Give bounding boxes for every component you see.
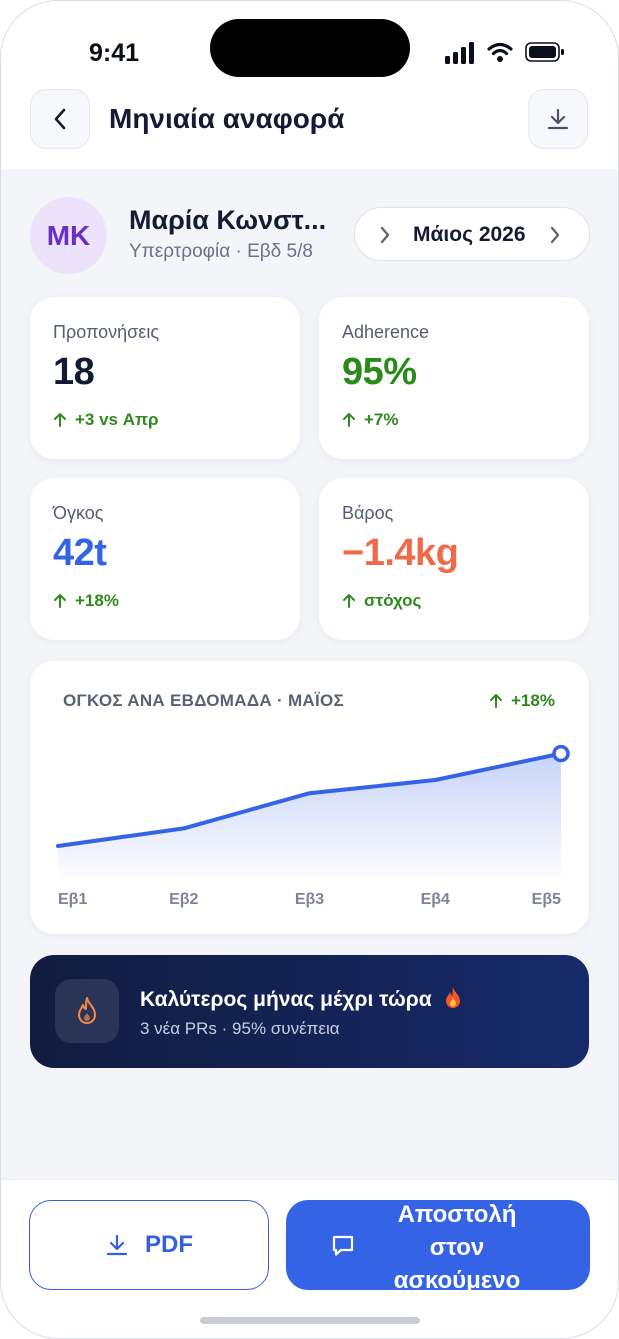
banner-icon-box: [55, 979, 119, 1043]
stat-label: Βάρος: [342, 503, 394, 523]
chart-x-tick-label: Εβ3: [295, 891, 324, 908]
chart-title: ΟΓΚΟΣ ΑΝΑ ΕΒΔΟΜΑΔΑ · ΜΑΪΟΣ: [63, 691, 345, 710]
chart-point: [552, 744, 570, 763]
chevron-right-icon[interactable]: [379, 225, 391, 245]
signal-icon: [445, 42, 474, 64]
arrow-up-icon: [343, 413, 355, 427]
banner-title-text: Καλύτερος μήνας μέχρι τώρα: [140, 988, 432, 1011]
stat-value: 42t: [53, 532, 107, 574]
stat-delta: +7%: [342, 410, 399, 430]
avatar: MK: [30, 197, 107, 274]
app-header: Μηνιαία αναφορά: [1, 87, 618, 171]
chart-area-fill: [58, 753, 561, 876]
month-selector[interactable]: Μάιος 2026: [354, 207, 590, 261]
stat-card-volume: Όγκος 42t +18%: [30, 478, 300, 640]
stat-value: −1.4kg: [342, 532, 459, 574]
client-program: Υπερτροφία · Εβδ 5/8: [129, 241, 313, 262]
stat-delta-text: +3 vs Απρ: [75, 410, 159, 429]
arrow-up-icon: [343, 594, 355, 608]
banner-title: Καλύτερος μήνας μέχρι τώρα: [140, 986, 463, 1012]
month-label: Μάιος 2026: [413, 223, 526, 246]
export-pdf-label: PDF: [145, 1231, 193, 1258]
status-time: 9:41: [89, 39, 140, 67]
stat-value: 95%: [342, 351, 417, 393]
flame-emoji-icon: [446, 987, 461, 1008]
download-icon: [547, 108, 569, 130]
stat-label: Όγκος: [53, 503, 104, 523]
message-icon: [332, 1235, 354, 1256]
chart-x-tick-label: Εβ4: [421, 891, 450, 908]
client-name: Μαρία Κωνστ...: [129, 205, 327, 235]
stat-delta-text: στόχος: [364, 591, 422, 610]
status-bar: 9:41: [1, 1, 618, 91]
arrow-up-icon: [54, 594, 66, 608]
stat-card-adherence: Adherence 95% +7%: [319, 297, 589, 459]
stat-delta: +18%: [53, 591, 119, 611]
stat-delta: στόχος: [342, 591, 421, 611]
wifi-icon: [487, 42, 513, 62]
stat-card-weight: Βάρος −1.4kg στόχος: [319, 478, 589, 640]
back-button[interactable]: [30, 89, 90, 149]
stat-delta-text: +18%: [75, 591, 119, 610]
send-to-client-button[interactable]: Αποστολή στον ασκούμενο: [286, 1200, 590, 1290]
chevron-left-icon: [54, 108, 66, 130]
flame-icon: [78, 997, 96, 1024]
home-indicator[interactable]: [200, 1317, 420, 1324]
weekly-volume-chart: ΟΓΚΟΣ ΑΝΑ ΕΒΔΟΜΑΔΑ · ΜΑΪΟΣ +18% Εβ1 Εβ2 Εβ…: [30, 661, 589, 934]
stat-value: 18: [53, 351, 95, 393]
export-pdf-button[interactable]: PDF: [29, 1200, 269, 1290]
send-to-client-label: Αποστολή στον ασκούμενο: [393, 1201, 521, 1290]
stat-label: Adherence: [342, 322, 430, 342]
chart-x-tick-label: Εβ2: [169, 891, 198, 908]
stat-card-sessions: Προπονήσεις 18 +3 vs Απρ: [30, 297, 300, 459]
stat-delta: +3 vs Απρ: [53, 410, 159, 430]
chart-x-tick-label: Εβ5: [532, 891, 561, 908]
arrow-up-icon: [54, 413, 66, 427]
stat-label: Προπονήσεις: [53, 322, 159, 342]
chart-delta-text: +18%: [511, 691, 555, 710]
download-icon: [106, 1234, 128, 1256]
chart-x-tick-label: Εβ1: [58, 891, 87, 908]
chevron-right-icon[interactable]: [549, 225, 561, 245]
best-month-banner: Καλύτερος μήνας μέχρι τώρα 3 νέα PRs · 9…: [30, 955, 589, 1068]
banner-subtitle: 3 νέα PRs · 95% συνέπεια: [140, 1019, 340, 1038]
chart-delta: +18%: [489, 691, 555, 711]
stat-delta-text: +7%: [364, 410, 399, 429]
battery-icon: [525, 42, 564, 62]
download-button[interactable]: [528, 89, 588, 149]
arrow-up-icon: [490, 694, 502, 708]
bottom-action-bar: PDF Αποστολή στον ασκούμενο: [1, 1179, 618, 1338]
dynamic-island: [210, 19, 410, 77]
chart-plot: Εβ1 Εβ2 Εβ3 Εβ4 Εβ5: [56, 744, 570, 908]
page-title: Μηνιαία αναφορά: [109, 103, 345, 134]
